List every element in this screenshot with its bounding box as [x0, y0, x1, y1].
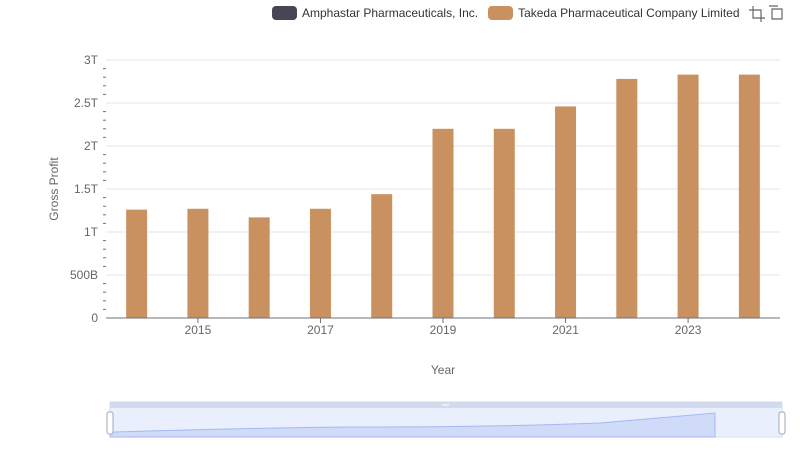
y-minor-ticks [103, 68, 106, 310]
bar-takeda-pharmaceutical-company-limited-2023[interactable] [677, 74, 699, 319]
y-tick-label: 3T [84, 53, 99, 67]
y-tick-label: 500B [70, 268, 98, 282]
bar-takeda-pharmaceutical-company-limited-2015[interactable] [187, 208, 209, 318]
bar-takeda-pharmaceutical-company-limited-2022[interactable] [616, 78, 638, 318]
bar-takeda-pharmaceutical-company-limited-2018[interactable] [371, 194, 393, 318]
y-axis-title: Gross Profit [47, 157, 61, 221]
bars [126, 74, 760, 319]
legend-label-takeda: Takeda Pharmaceutical Company Limited [518, 6, 740, 20]
legend-label-amphastar: Amphastar Pharmaceuticals, Inc. [302, 6, 479, 20]
x-tick-labels: 2015 2017 2019 2021 2023 [185, 323, 702, 337]
x-tick-label: 2023 [675, 323, 702, 337]
y-tick-label: 1.5T [74, 182, 99, 196]
bar-takeda-pharmaceutical-company-limited-2024[interactable] [738, 74, 760, 319]
toolbox [746, 5, 786, 23]
x-tick-label: 2021 [552, 323, 579, 337]
legend: Amphastar Pharmaceuticals, Inc. Takeda P… [272, 4, 750, 22]
slider-left-handle[interactable] [106, 411, 114, 435]
y-tick-label: 0 [91, 311, 98, 325]
axes [106, 317, 780, 323]
y-tick-label: 1T [84, 225, 99, 239]
legend-swatch-amphastar [272, 6, 297, 20]
y-tick-label: 2.5T [74, 96, 99, 110]
bar-takeda-pharmaceutical-company-limited-2020[interactable] [493, 128, 515, 318]
x-tick-label: 2019 [430, 323, 457, 337]
y-tick-labels: 0 500B 1T 1.5T 2T 2.5T 3T [70, 53, 99, 325]
bar-takeda-pharmaceutical-company-limited-2019[interactable] [432, 128, 454, 318]
zoom-icon[interactable] [748, 5, 766, 23]
bar-takeda-pharmaceutical-company-limited-2014[interactable] [126, 209, 148, 318]
bar-takeda-pharmaceutical-company-limited-2017[interactable] [309, 208, 331, 318]
legend-item-amphastar[interactable]: Amphastar Pharmaceuticals, Inc. [272, 6, 478, 20]
bar-takeda-pharmaceutical-company-limited-2016[interactable] [248, 217, 270, 318]
x-tick-label: 2015 [185, 323, 212, 337]
slider-preview-area [109, 412, 716, 438]
x-tick-label: 2017 [307, 323, 334, 337]
y-tick-label: 2T [84, 139, 99, 153]
slider-right-handle[interactable] [778, 411, 786, 435]
data-zoom-slider[interactable] [106, 401, 786, 438]
restore-icon[interactable] [768, 5, 786, 23]
x-axis-title: Year [431, 363, 455, 377]
bar-takeda-pharmaceutical-company-limited-2021[interactable] [555, 106, 577, 318]
legend-swatch-takeda [488, 6, 514, 20]
legend-item-takeda[interactable]: Takeda Pharmaceutical Company Limited [488, 6, 740, 20]
